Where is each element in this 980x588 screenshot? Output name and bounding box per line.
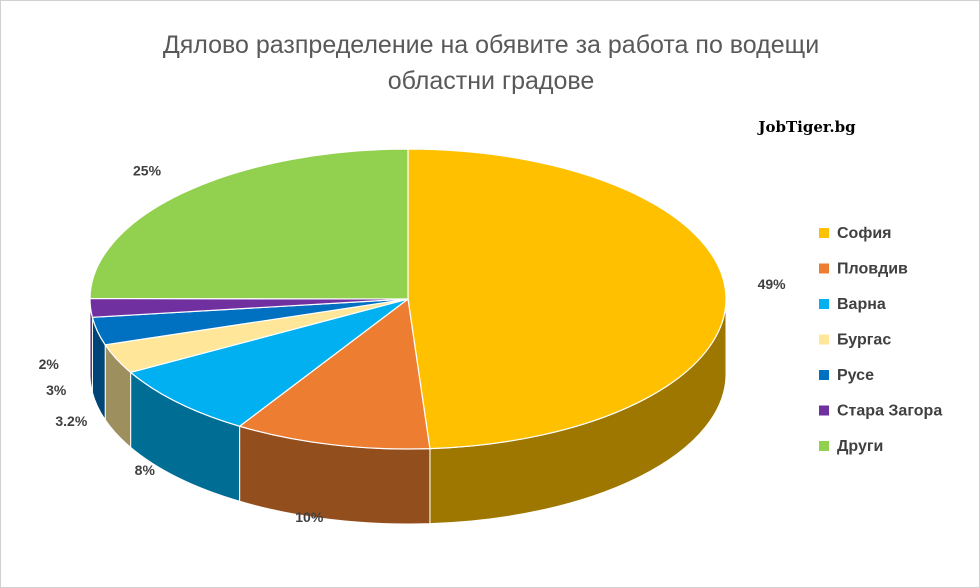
annotation: JobTiger.bg [756,118,856,136]
data-label: 25% [133,163,162,179]
slice [89,148,409,300]
data-label: 8% [135,462,156,478]
legend-label: Стара Загора [837,403,942,420]
data-label: 49% [758,276,787,292]
legend-label: София [837,225,892,242]
data-label: 10% [295,509,324,525]
legend-label: Бургас [837,332,891,349]
data-label: 3% [46,382,67,398]
legend-label: Пловдив [837,261,908,278]
chart-title: Дялово разпределение на обявите за работ… [162,31,820,95]
legend-swatch [819,228,829,238]
data-label: 3.2% [55,413,87,429]
legend-swatch [819,299,829,309]
legend-swatch [819,334,829,345]
legend-swatch [819,405,829,416]
legend-swatch [819,370,829,380]
slice [407,148,727,450]
data-label: 2% [39,356,60,372]
slice [238,297,431,450]
slice [129,298,409,427]
legend-swatch [819,263,829,274]
legend-swatch [819,441,829,451]
legend-label: Русе [837,367,874,384]
legend-label: Варна [837,296,886,313]
legend-label: Други [837,438,883,455]
